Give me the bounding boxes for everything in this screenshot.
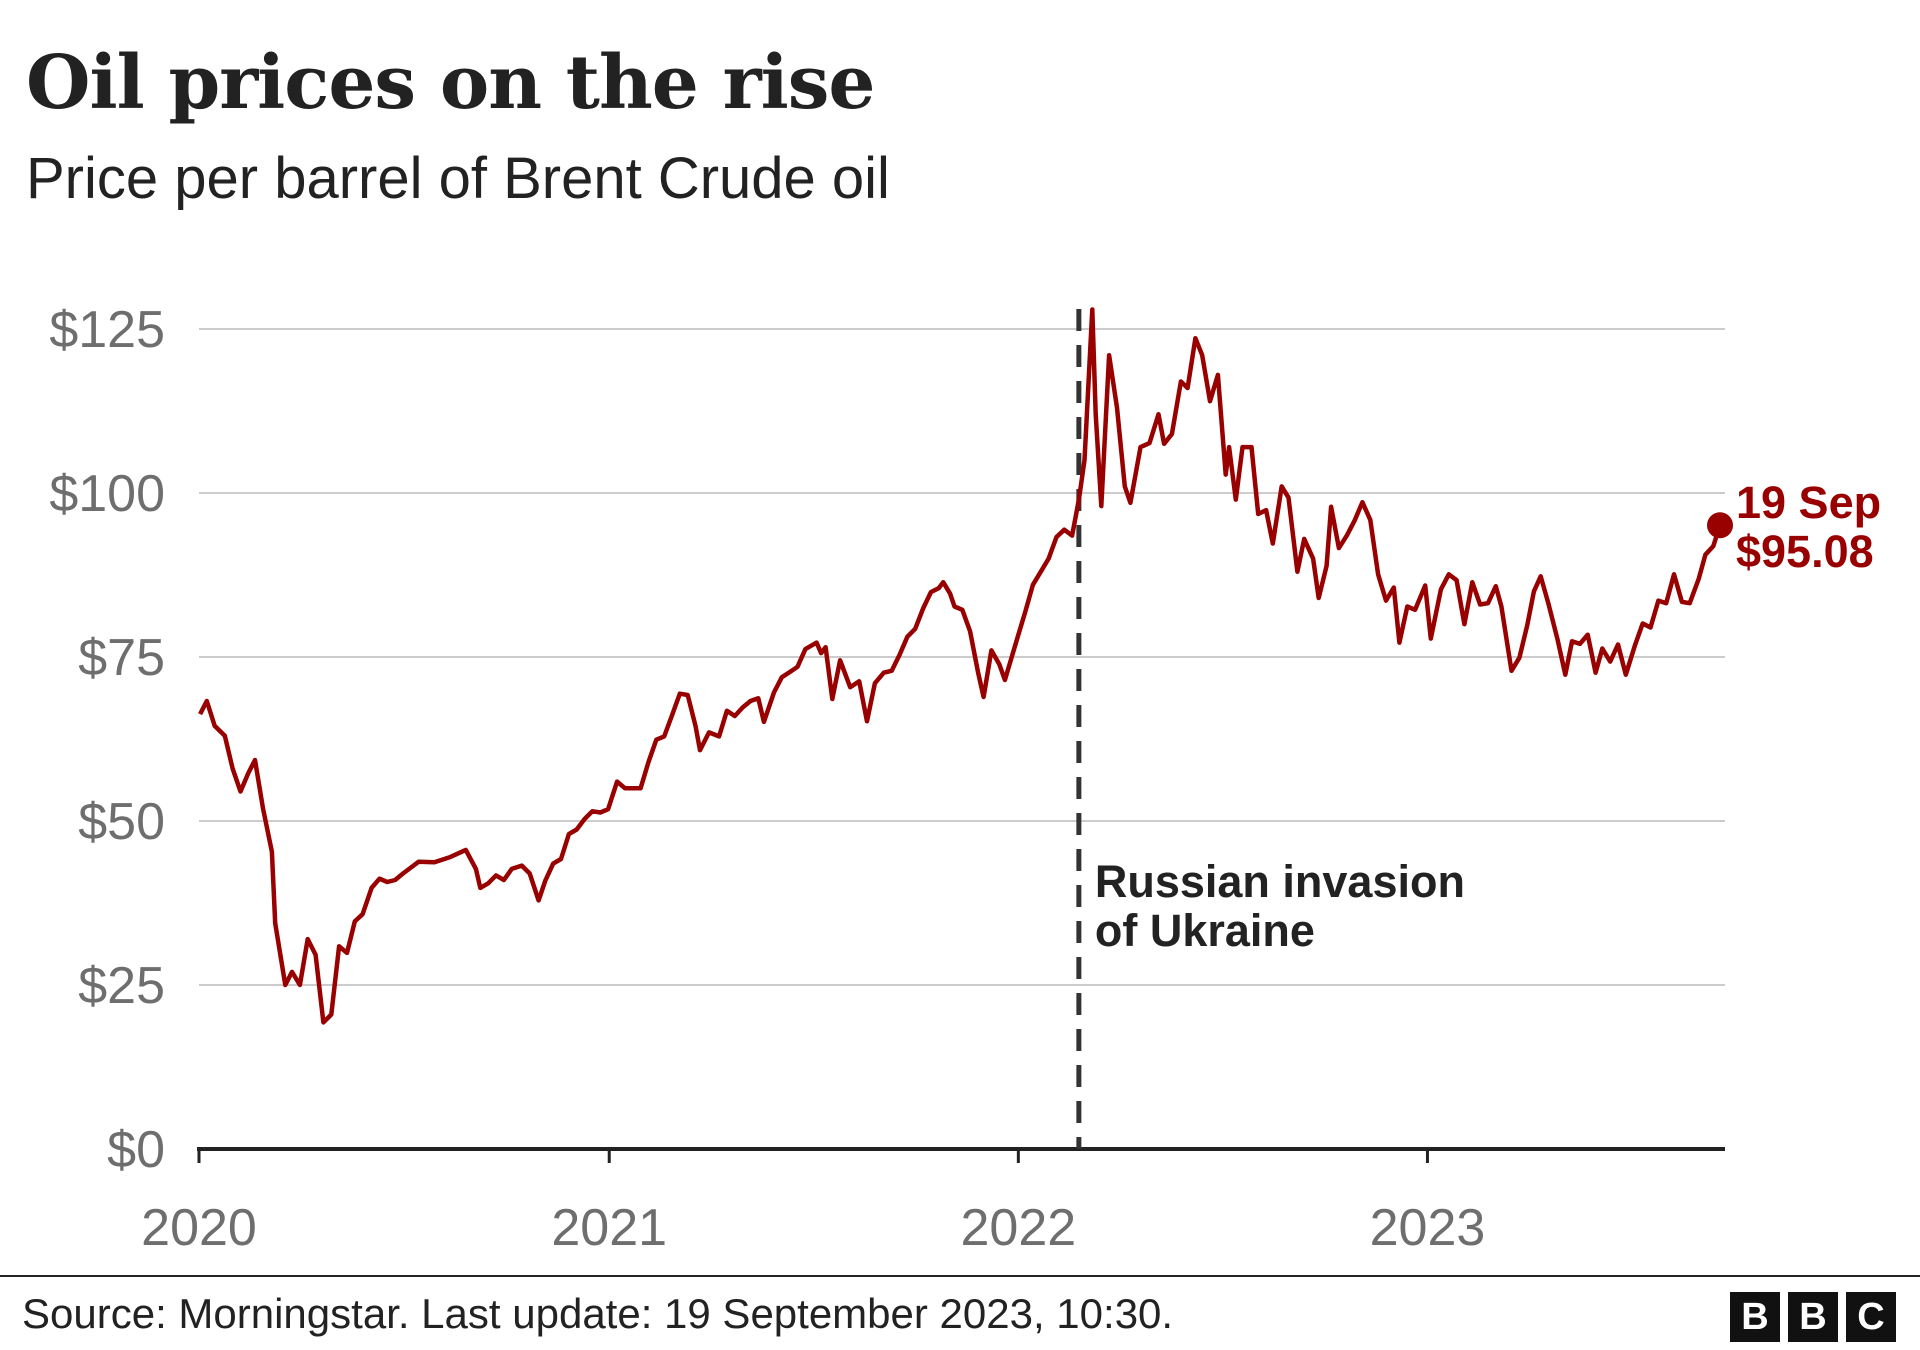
x-tick-label: 2023 xyxy=(1370,1199,1486,1257)
chart-title: Oil prices on the rise xyxy=(26,40,875,126)
x-axis: 2020 2021 2022 2023 xyxy=(141,1147,1725,1257)
logo-letter-c: C xyxy=(1846,1292,1896,1342)
end-label: 19 Sep$95.08 xyxy=(1707,477,1881,577)
y-tick-label: $50 xyxy=(78,793,165,851)
x-tick-label: 2021 xyxy=(551,1199,667,1257)
y-tick-label: $75 xyxy=(78,629,165,687)
source-note: Source: Morningstar. Last update: 19 Sep… xyxy=(22,1290,1174,1337)
y-tick-label: $0 xyxy=(107,1121,165,1179)
chart-subtitle: Price per barrel of Brent Crude oil xyxy=(26,146,890,211)
series-line xyxy=(198,307,1723,1025)
gridlines xyxy=(199,328,1725,986)
annotation-line: of Ukraine xyxy=(1095,905,1315,956)
end-point-marker xyxy=(1707,512,1733,539)
logo-letter-b1: B xyxy=(1730,1292,1780,1342)
annotation-line: Russian invasion xyxy=(1095,856,1465,907)
y-tick-label: $25 xyxy=(78,957,165,1015)
y-tick-label: $100 xyxy=(49,465,165,523)
bbc-logo: B B C xyxy=(1730,1292,1896,1342)
x-tick-label: 2022 xyxy=(961,1199,1077,1257)
footer-divider xyxy=(0,1275,1920,1277)
y-axis-labels: $0 $25 $50 $75 $100 $125 xyxy=(49,301,165,1179)
x-tick-label: 2020 xyxy=(141,1199,257,1257)
y-tick-label: $125 xyxy=(49,301,165,359)
logo-letter-b2: B xyxy=(1788,1292,1838,1342)
end-value-label: $95.08 xyxy=(1736,526,1874,577)
end-date-label: 19 Sep xyxy=(1736,477,1881,528)
